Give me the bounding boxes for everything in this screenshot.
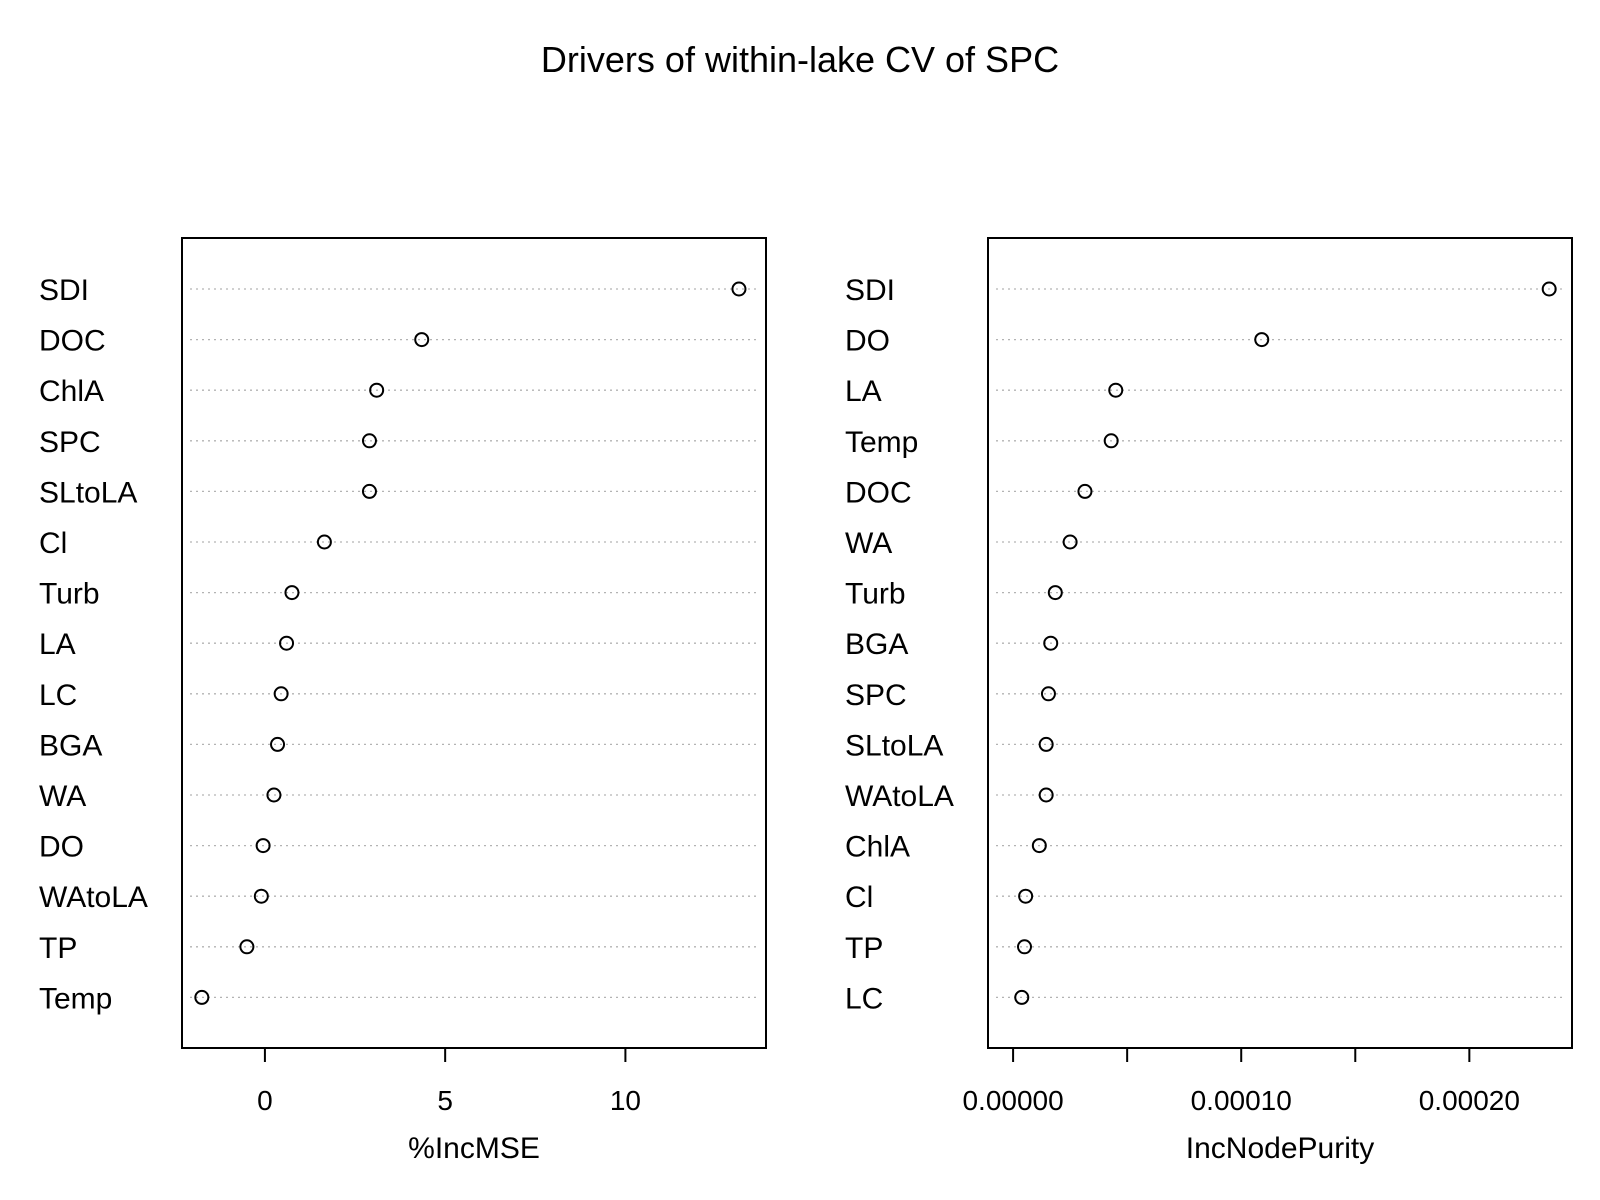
panel-1-variable-label: SDI <box>39 274 89 307</box>
panel-2-variable-label: DOC <box>845 476 912 509</box>
panel-1-data-point <box>361 483 377 499</box>
panel-1-variable-label: LC <box>39 679 77 712</box>
panel-2-data-point <box>1541 281 1557 297</box>
panel-2-variable-label: SDI <box>845 274 895 307</box>
panel-2-tick-label: 0.00000 <box>962 1085 1063 1116</box>
panel-2-data-point <box>1254 332 1270 348</box>
panel-2-variable-label: ChlA <box>845 831 910 864</box>
panel-2-data-point <box>1031 838 1047 854</box>
panel-1-variable-label: WA <box>39 780 86 813</box>
panel-1-data-point <box>253 888 269 904</box>
panel-1-x-axis-label: %IncMSE <box>408 1132 540 1165</box>
panel-1-tick-label: 5 <box>437 1085 453 1116</box>
panel-1-data-point <box>361 433 377 449</box>
panel-2-data-point <box>1017 939 1032 955</box>
panel-2-data-point <box>1038 736 1054 752</box>
panel-2-data-point <box>1038 787 1054 803</box>
panel-1-variable-label: Turb <box>39 578 100 611</box>
panel-1-variable-label: TP <box>39 932 77 965</box>
panel-2-data-point <box>1103 433 1119 449</box>
panel-2-variable-label: LC <box>845 982 883 1015</box>
panel-1-variable-label: SPC <box>39 426 101 459</box>
panel-2-data-point <box>1018 888 1034 904</box>
panel-2-data-point <box>1108 382 1124 398</box>
panel-1-data-point <box>316 534 332 550</box>
panel-2-data-point <box>1062 534 1078 550</box>
panel-2-data-point <box>1077 483 1093 499</box>
panel-1-data-point <box>369 382 385 398</box>
panel-2-data-point <box>1043 635 1059 651</box>
panel-1-variable-label: Cl <box>39 527 67 560</box>
panel-2-data-point <box>1014 989 1030 1005</box>
panel-1-data-point <box>255 838 271 854</box>
panel-1-data-point <box>266 787 282 803</box>
panel-1-variable-label: SLtoLA <box>39 476 137 509</box>
panel-1-data-point <box>194 989 210 1005</box>
panel-1-variable-label: Temp <box>39 982 112 1015</box>
panel-2-data-point <box>1047 585 1063 601</box>
panel-2-variable-label: WA <box>845 527 892 560</box>
panel-2-variable-label: SLtoLA <box>845 729 943 762</box>
panel-1-data-point <box>279 635 295 651</box>
panel-1-tick-label: 0 <box>257 1085 273 1116</box>
panel-1-variable-label: LA <box>39 628 76 661</box>
panel-1-data-point <box>273 686 289 702</box>
panel-2-variable-label: Temp <box>845 426 918 459</box>
panel-2-variable-label: WAtoLA <box>845 780 954 813</box>
panel-1-variable-label: DO <box>39 831 84 864</box>
panel-2-variable-label: TP <box>845 932 883 965</box>
panel-2-variable-label: Turb <box>845 578 906 611</box>
panel-1-data-point <box>414 332 430 348</box>
panel-1-tick-label: 10 <box>610 1085 641 1116</box>
panel-1-data-point <box>270 736 286 752</box>
panel-2-x-axis-label: IncNodePurity <box>1186 1132 1374 1165</box>
panel-2-data-point <box>1040 686 1056 702</box>
panel-1-variable-label: BGA <box>39 729 102 762</box>
panel-2-variable-label: DO <box>845 325 890 358</box>
panel-1-variable-label: ChlA <box>39 375 104 408</box>
panel-1-variable-label: DOC <box>39 325 106 358</box>
panel-1-data-point <box>284 585 300 601</box>
panel-2-variable-label: SPC <box>845 679 907 712</box>
panel-1-variable-label: WAtoLA <box>39 881 148 914</box>
panel-2-variable-label: LA <box>845 375 882 408</box>
panel-2-variable-label: BGA <box>845 628 908 661</box>
chart-title: Drivers of within-lake CV of SPC <box>541 39 1059 80</box>
panel-1-data-point <box>239 939 255 955</box>
panel-2-variable-label: Cl <box>845 881 873 914</box>
panel-2-tick-label: 0.00010 <box>1191 1085 1292 1116</box>
panel-1-data-point <box>731 281 747 297</box>
panel-2-tick-label: 0.00020 <box>1419 1085 1520 1116</box>
